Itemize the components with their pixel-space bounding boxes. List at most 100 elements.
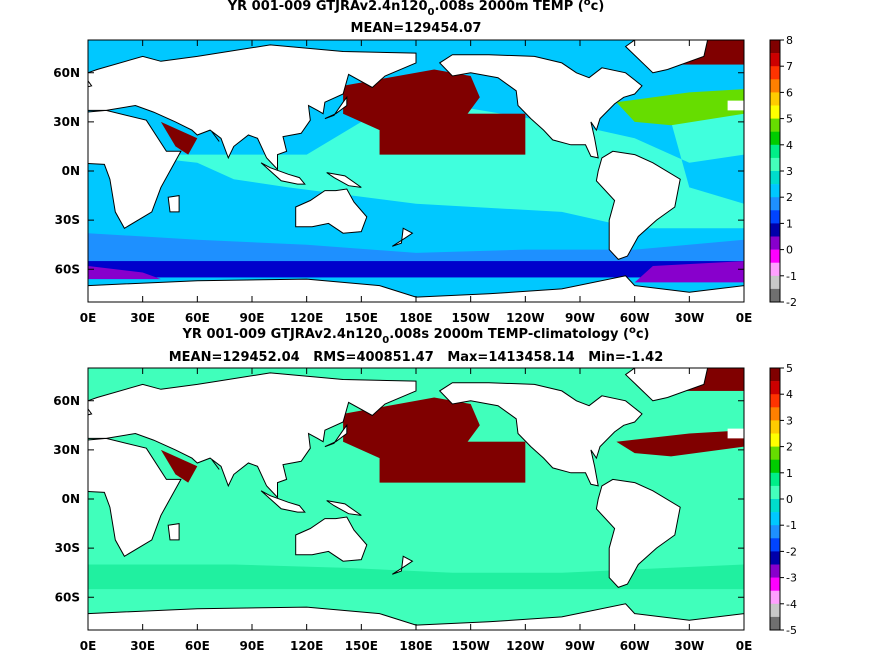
colorbar-segment (770, 131, 780, 146)
colorbar-label: 0 (786, 493, 793, 506)
lon-label: 150E (345, 311, 378, 325)
colorbar-segment (770, 105, 780, 119)
colorbar-label: 1 (786, 217, 793, 230)
land-japan (324, 423, 348, 448)
colorbar-segment (770, 197, 780, 211)
colorbar-label: 8 (786, 34, 793, 47)
colorbar-segment (770, 433, 780, 447)
lon-label: 30W (674, 311, 704, 325)
colorbar-segment (770, 275, 780, 290)
colorbar-segment (770, 92, 780, 106)
colorbar-label: 2 (786, 441, 793, 454)
lon-label: 150W (452, 311, 490, 325)
land-n_america (438, 54, 643, 159)
lon-label: 30E (130, 311, 155, 325)
lon-label: 90E (240, 311, 265, 325)
colorbar-segment (770, 551, 780, 565)
land-africa (88, 109, 182, 229)
land-antarctica (88, 603, 744, 630)
colorbar-segment (770, 525, 780, 539)
land-indonesia (260, 162, 306, 185)
red-redsea (160, 121, 198, 155)
colorbar-segment (770, 512, 780, 526)
water-band-blue (88, 233, 744, 262)
colorbar-segment (770, 472, 780, 487)
colorbar-label: -1 (786, 519, 797, 532)
colorbar-segment (770, 184, 780, 198)
colorbar-label: -2 (786, 296, 797, 309)
colorbar-segment (770, 79, 780, 93)
lat-label: 60S (55, 262, 80, 276)
land-antarctica (88, 275, 744, 302)
colorbar-segment (770, 118, 780, 132)
land-new_guinea (326, 172, 362, 188)
lat-label: 0N (62, 164, 80, 178)
red-pacific-2 (379, 113, 526, 155)
colorbar-segment (770, 53, 780, 67)
colorbar-label: -1 (786, 270, 797, 283)
land-europe_asia (88, 372, 417, 499)
lon-label: 60W (620, 311, 650, 325)
lat-label: 30N (53, 115, 80, 129)
colorbar-label: 3 (786, 414, 793, 427)
colorbar-segment (770, 288, 780, 303)
panel-title: YR 001-009 GTJRAv2.4n1200.008s 2000m TEM… (227, 0, 605, 18)
colorbar-label: 2 (786, 191, 793, 204)
colorbar-segment (770, 249, 780, 263)
colorbar-segment (770, 446, 780, 460)
land-s_america (595, 150, 681, 260)
colorbar-label: -4 (786, 598, 797, 611)
panel-stats: MEAN=129452.04 RMS=400851.47 Max=1413458… (169, 350, 664, 365)
colorbar-segment (770, 499, 780, 513)
land-new_guinea (326, 500, 362, 516)
colorbar-label: 6 (786, 86, 793, 99)
land-s_america (595, 478, 681, 588)
lon-label: 120W (506, 311, 544, 325)
land-indonesia (260, 490, 306, 513)
lon-label: 120W (506, 639, 544, 653)
lon-label: 90W (565, 639, 595, 653)
land-australia (295, 516, 368, 562)
title-superscript: o (584, 0, 591, 8)
land-africa (88, 437, 182, 557)
land-greenland (624, 40, 709, 74)
colorbar-segment (770, 420, 780, 434)
lon-label: 90W (565, 311, 595, 325)
lon-label: 180E (399, 311, 432, 325)
land-iberia (727, 100, 744, 111)
colorbar-label: 3 (786, 165, 793, 178)
colorbar-segment (770, 223, 780, 237)
lon-label: 120E (290, 639, 323, 653)
title-subscript: 0 (382, 335, 389, 346)
colorbar-label: 7 (786, 60, 793, 73)
colorbar-segment (770, 485, 780, 500)
lon-label: 60E (185, 639, 210, 653)
land-australia (295, 188, 368, 234)
colorbar-label: 5 (786, 113, 793, 126)
title-superscript: o (629, 325, 636, 336)
land-europe_asia (88, 44, 417, 171)
colorbar-segment (770, 603, 780, 618)
colorbar-segment (770, 262, 780, 277)
colorbar-segment (770, 564, 780, 578)
purple-patch-1 (88, 266, 161, 280)
colorbar-label: 4 (786, 388, 793, 401)
lon-label: 90E (240, 639, 265, 653)
red-atlantic (616, 430, 744, 457)
title-prefix: YR 001-009 GTJRAv2.4n120 (182, 327, 383, 342)
land-india_sea (211, 459, 220, 470)
lat-label: 0N (62, 492, 80, 506)
land-n_america (438, 382, 643, 487)
ocean-field (88, 368, 744, 630)
colorbar-segment (770, 577, 780, 591)
land-nz (392, 555, 414, 575)
lon-label: 60W (620, 639, 650, 653)
lon-label: 120E (290, 311, 323, 325)
land-india_sea (211, 131, 220, 142)
panel-stats: MEAN=129454.07 (351, 21, 482, 36)
colorbar-segment (770, 590, 780, 605)
lon-label: 60E (185, 311, 210, 325)
colorbar-label: 4 (786, 139, 793, 152)
colorbar-segment (770, 368, 780, 382)
